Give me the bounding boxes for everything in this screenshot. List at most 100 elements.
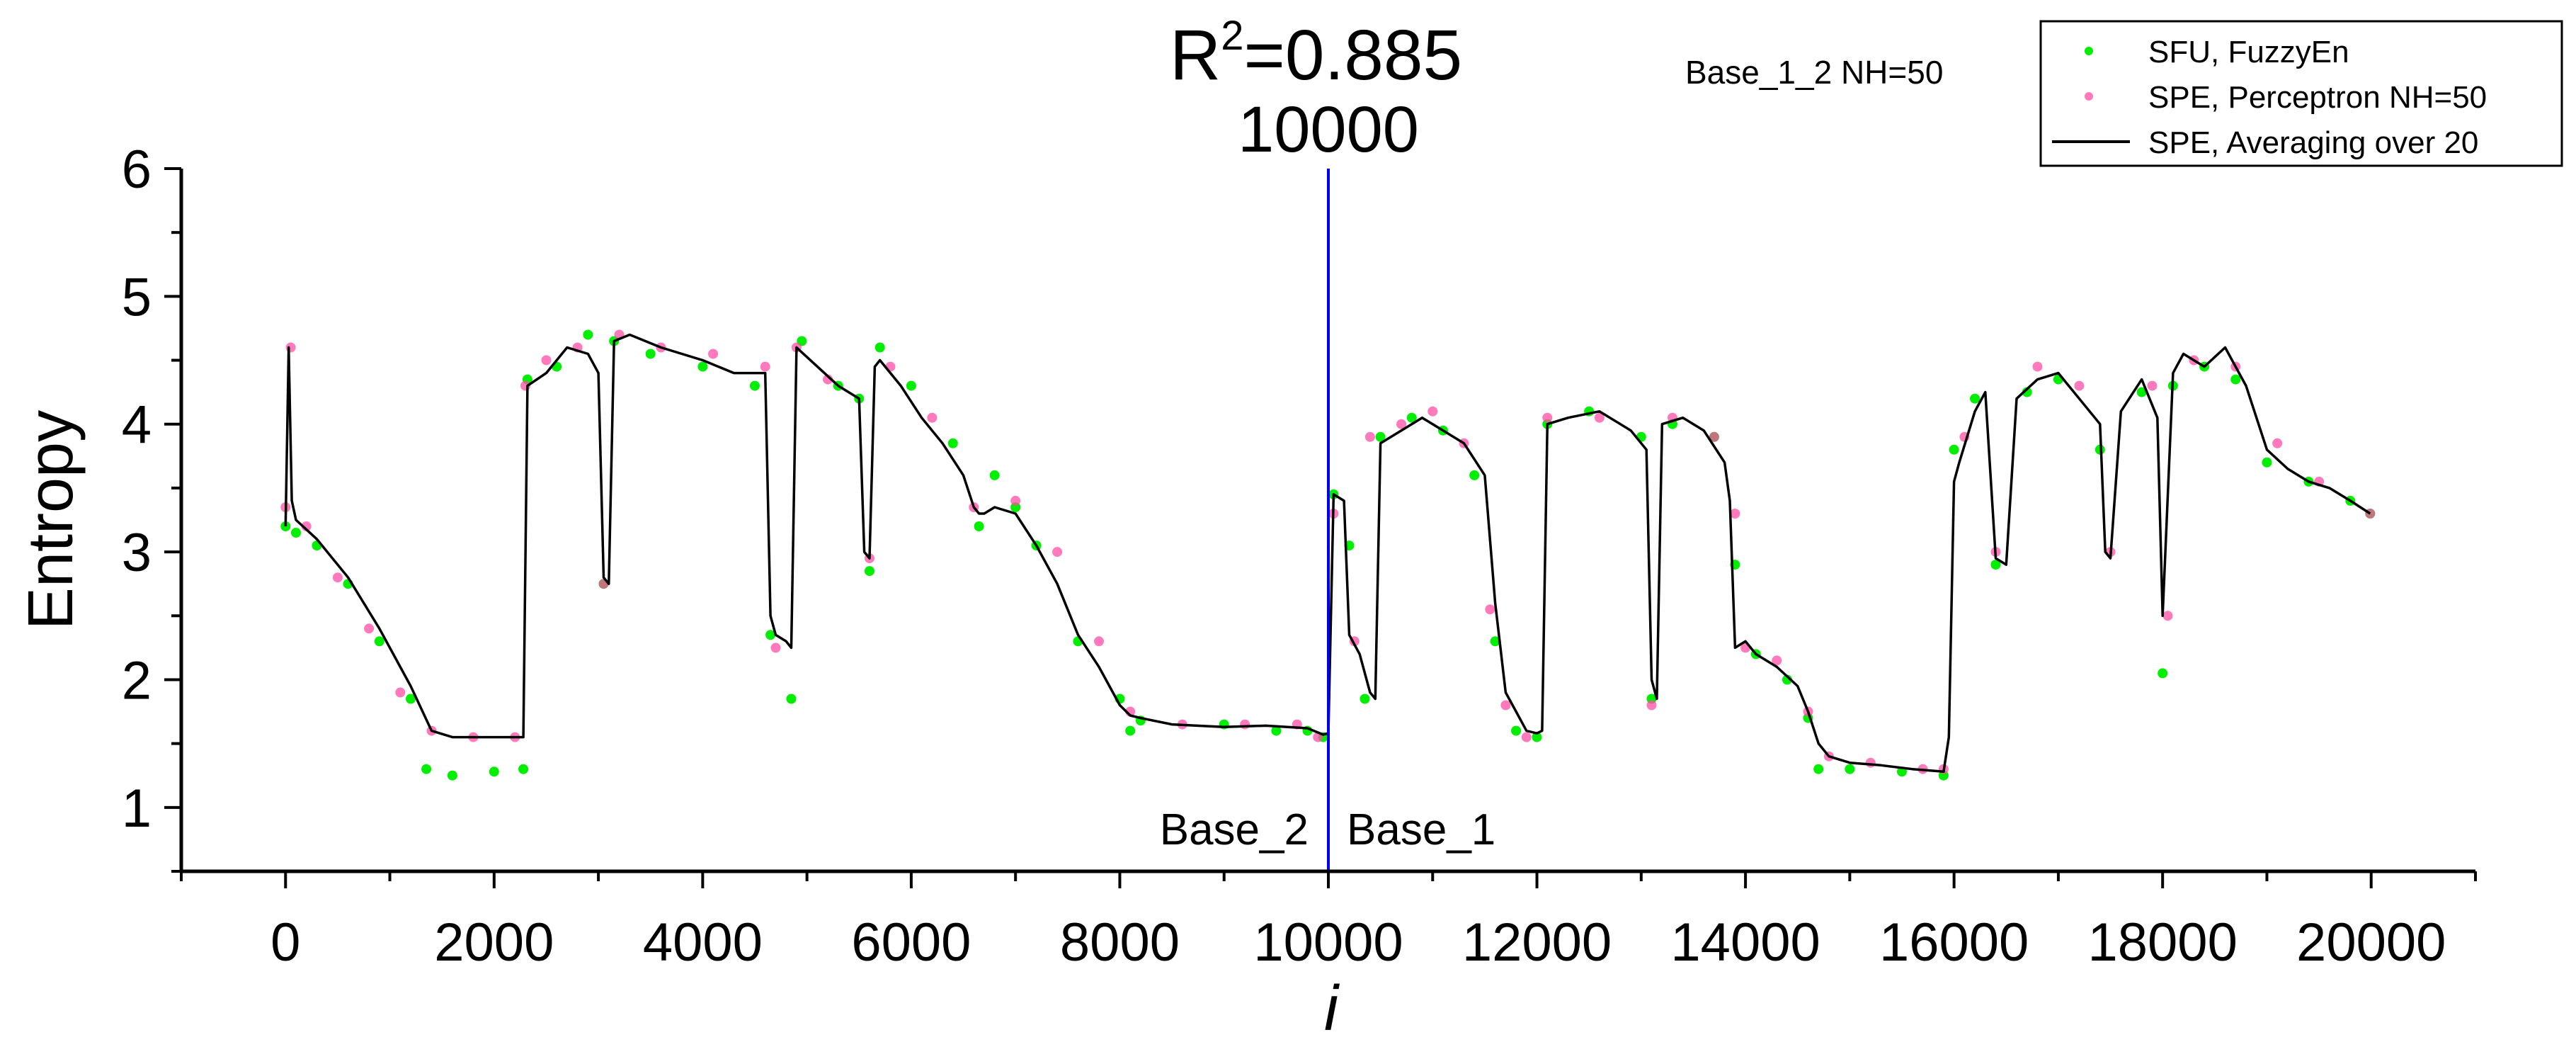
data-point — [1125, 725, 1136, 736]
data-point — [1094, 636, 1104, 647]
data-point — [1396, 419, 1407, 429]
data-point — [541, 355, 552, 366]
data-point — [583, 329, 593, 340]
data-point — [645, 349, 656, 359]
data-point — [291, 528, 301, 538]
data-point — [874, 342, 885, 353]
x-tick-label: 10000 — [1253, 912, 1403, 973]
data-point — [1010, 495, 1021, 506]
legend-item-fuzzyen: SFU, FuzzyEn — [2085, 35, 2349, 69]
data-point — [2162, 611, 2173, 621]
data-point — [1240, 719, 1250, 730]
data-point — [1813, 764, 1824, 774]
data-point — [2136, 387, 2147, 397]
x-ticks: 0 2000 4000 6000 8000 10000 12000 14000 16000 180… — [180, 871, 2477, 973]
legend-label-perceptron: SPE, Perceptron NH=50 — [2148, 80, 2487, 115]
y-tick-label: 5 — [122, 267, 152, 327]
data-point — [1364, 431, 1375, 442]
y-tick-label: 4 — [122, 395, 152, 455]
data-point — [406, 694, 416, 704]
data-point — [489, 766, 499, 777]
legend-item-averaging: SPE, Averaging over 20 — [2052, 125, 2478, 160]
legend-label-averaging: SPE, Averaging over 20 — [2148, 125, 2478, 160]
data-point — [786, 694, 797, 704]
data-point — [2147, 380, 2158, 391]
data-point — [518, 764, 529, 774]
data-point — [395, 687, 406, 698]
x-tick-label: 12000 — [1462, 912, 1612, 973]
data-point — [765, 630, 776, 640]
series-averaging-line — [284, 333, 2371, 774]
r-squared-label: R2=0.885 — [1170, 13, 1462, 95]
split-value-label: 10000 — [1238, 94, 1419, 166]
x-axis-title: i — [1324, 973, 1340, 1044]
r-squared-value: =0.885 — [1243, 16, 1462, 95]
legend-item-perceptron: SPE, Perceptron NH=50 — [2085, 80, 2487, 115]
data-point — [2074, 380, 2085, 391]
data-point — [770, 643, 781, 653]
data-point — [1594, 412, 1605, 423]
data-point — [1542, 412, 1553, 423]
y-tick-label: 6 — [122, 140, 152, 200]
data-point — [2272, 438, 2283, 448]
data-point — [1511, 725, 1522, 736]
data-point — [2262, 457, 2272, 468]
x-tick-label: 20000 — [2296, 912, 2446, 973]
y-tick-label: 3 — [122, 523, 152, 583]
data-point — [750, 380, 760, 391]
data-point — [1360, 694, 1370, 704]
data-point — [285, 342, 296, 353]
y-axis-title: Entropy — [16, 410, 86, 630]
data-point — [1469, 470, 1480, 480]
x-tick-label: 16000 — [1879, 912, 2029, 973]
y-ticks: 1 2 3 4 5 6 — [122, 140, 181, 873]
data-point — [364, 623, 375, 634]
data-point — [1052, 547, 1063, 558]
legend-marker-fuzzyen — [2085, 47, 2093, 55]
data-point — [2230, 374, 2241, 385]
data-point — [2158, 668, 2168, 679]
data-point — [708, 349, 719, 359]
x-tick-label: 14000 — [1670, 912, 1820, 973]
data-point — [1427, 406, 1438, 417]
base-1-label: Base_1 — [1347, 805, 1495, 854]
data-point — [1709, 431, 1719, 442]
data-point — [1949, 444, 1959, 455]
data-point — [1485, 604, 1495, 615]
data-point — [1865, 757, 1876, 768]
data-point — [2032, 361, 2043, 372]
data-point — [865, 566, 874, 577]
data-point — [1772, 655, 1782, 666]
y-tick-label: 1 — [122, 779, 152, 839]
data-point — [1521, 732, 1532, 742]
data-point — [989, 470, 1000, 480]
data-point — [1990, 560, 2001, 570]
legend: SFU, FuzzyEn SPE, Perceptron NH=50 SPE, … — [2039, 20, 2563, 167]
data-point — [1730, 509, 1740, 519]
r-squared-letter: R — [1170, 16, 1221, 95]
y-tick-label: 2 — [122, 650, 152, 711]
averaging-line-path — [284, 333, 2371, 774]
data-point — [1970, 393, 1981, 404]
data-point — [374, 636, 384, 647]
data-point — [1646, 700, 1657, 711]
info-label: Base_1_2 NH=50 — [1685, 54, 1943, 91]
data-point — [1845, 764, 1855, 774]
data-point — [1375, 431, 1386, 442]
legend-label-fuzzyen: SFU, FuzzyEn — [2148, 35, 2349, 69]
data-point — [927, 412, 937, 423]
x-tick-label: 18000 — [2088, 912, 2238, 973]
base-2-label: Base_2 — [1160, 805, 1309, 854]
data-point — [421, 764, 432, 774]
data-point — [447, 770, 457, 781]
data-point — [697, 361, 708, 372]
data-point — [906, 380, 916, 391]
data-point — [1500, 700, 1511, 711]
data-point — [332, 572, 343, 583]
data-point — [1406, 412, 1417, 423]
x-tick-label: 4000 — [643, 912, 763, 973]
x-tick-label: 2000 — [434, 912, 554, 973]
legend-marker-perceptron — [2085, 92, 2093, 101]
data-point — [760, 361, 770, 372]
